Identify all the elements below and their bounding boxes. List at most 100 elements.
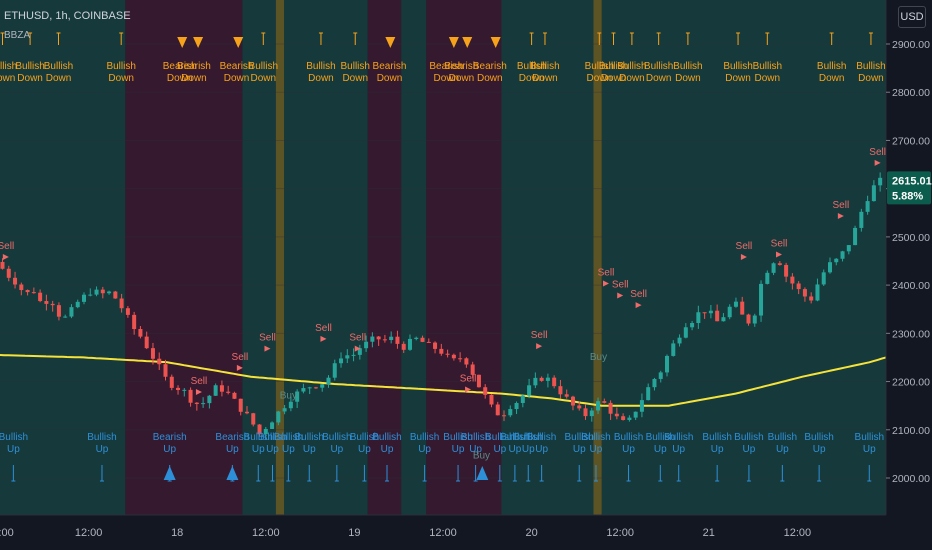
signal-label-bottom: Up xyxy=(672,444,685,455)
candle-body xyxy=(733,301,738,307)
signal-label-bottom: Down xyxy=(17,73,43,84)
zone-bull xyxy=(284,0,368,515)
candle-body xyxy=(527,385,532,396)
candle-body xyxy=(163,364,168,377)
signal-label-bottom: Up xyxy=(573,444,586,455)
signal-label-top: Bullish xyxy=(274,432,303,443)
candle-body xyxy=(771,263,776,273)
signal-label-top: Bullish xyxy=(306,61,335,72)
candle-body xyxy=(708,310,713,314)
candle-body xyxy=(182,389,187,391)
zone-band xyxy=(593,0,602,515)
price-tick-label: 2500.00 xyxy=(892,232,930,244)
signal-label-bottom: Down xyxy=(755,73,781,84)
sell-label: Sell xyxy=(612,280,629,291)
signal-label-top: Bearish xyxy=(163,61,197,72)
candle-body xyxy=(389,336,394,341)
candle-body xyxy=(270,422,275,429)
sell-flag xyxy=(2,253,9,260)
signal-label-top: Bullish xyxy=(410,432,439,443)
candle-body xyxy=(470,364,475,375)
candle-body xyxy=(533,377,538,386)
signal-label-bottom: Down xyxy=(0,73,15,84)
signal-label-bottom: Up xyxy=(711,444,724,455)
candle-body xyxy=(320,384,325,388)
signal-label-top: Bullish xyxy=(322,432,351,443)
signal-label-top: Bullish xyxy=(514,432,543,443)
sell-flag xyxy=(874,159,881,166)
signal-label-top: Bullish xyxy=(258,432,287,443)
chart-title: ETHUSD, 1h, COINBASE xyxy=(4,10,131,22)
candle-body xyxy=(226,391,231,393)
candle-body xyxy=(827,262,832,273)
signal-label-bottom: Down xyxy=(725,73,751,84)
signal-label-bottom: Up xyxy=(622,444,635,455)
signal-label-top: Bullish xyxy=(500,432,529,443)
signal-label-top: Bullish xyxy=(565,432,594,443)
candle-body xyxy=(809,296,814,301)
candle-body xyxy=(727,306,732,318)
signal-label-bottom: Down xyxy=(434,73,460,84)
candle-body xyxy=(445,353,450,355)
bullish-triangle-up xyxy=(226,466,239,480)
time-axis: 00:00 12:00 18 12:00 19 12:00 20 12:00 21 12:00 xyxy=(0,514,886,550)
signal-label-top: Bullish xyxy=(372,432,401,443)
signal-label-top: Bullish xyxy=(723,61,752,72)
candle-body xyxy=(859,211,864,228)
moving-average-line xyxy=(0,354,887,407)
signal-label-bottom: Up xyxy=(776,444,789,455)
candle-body xyxy=(370,336,375,342)
buy-label: Buy xyxy=(473,451,490,462)
signal-label-bottom: Up xyxy=(7,444,20,455)
candle-body xyxy=(784,264,789,277)
currency-button[interactable]: USD xyxy=(898,6,926,28)
signal-label-top: Bullish xyxy=(527,432,556,443)
candle-body xyxy=(821,272,826,285)
candle-body xyxy=(25,290,30,293)
sell-flag xyxy=(465,386,472,393)
signal-label-top: Bullish xyxy=(106,61,135,72)
signal-label-bottom: Up xyxy=(508,444,521,455)
signal-label-top: Bullish xyxy=(599,61,628,72)
signal-label-top: Bullish xyxy=(804,432,833,443)
grid-lines xyxy=(0,43,886,479)
sell-label: Sell xyxy=(736,241,753,252)
time-tick-label: 12:00 xyxy=(606,527,634,539)
signal-label-bottom: Down xyxy=(532,73,558,84)
candle-body xyxy=(263,428,268,435)
candle-body xyxy=(458,358,463,360)
candle-body xyxy=(570,396,575,406)
candle-body xyxy=(652,378,657,388)
candle-body xyxy=(56,305,61,317)
signal-label-top: Bullish xyxy=(0,432,28,443)
candle-body xyxy=(589,410,594,417)
candle-body xyxy=(759,283,764,316)
candle-body xyxy=(583,408,588,417)
candle-body xyxy=(765,272,770,284)
candle-body xyxy=(671,343,676,356)
sell-flag xyxy=(740,253,747,260)
bearish-triangle-down xyxy=(193,37,204,48)
signal-label-bottom: Down xyxy=(619,73,645,84)
candle-body xyxy=(646,387,651,401)
signal-label-top: Bullish xyxy=(856,61,885,72)
candle-body xyxy=(345,355,350,359)
sell-flag xyxy=(354,345,361,352)
candle-body xyxy=(621,416,626,420)
sell-label: Sell xyxy=(869,147,886,158)
bearish-triangle-down xyxy=(385,37,396,48)
candle-body xyxy=(395,336,400,344)
candle-body xyxy=(63,316,68,318)
zone-bull xyxy=(0,0,126,515)
candle-body xyxy=(407,338,412,350)
sell-label: Sell xyxy=(315,323,332,334)
candles xyxy=(0,172,883,440)
candle-body xyxy=(357,348,362,355)
signal-label-bottom: Up xyxy=(813,444,826,455)
candle-body xyxy=(558,386,563,395)
candle-body xyxy=(401,343,406,350)
candle-body xyxy=(301,388,306,392)
candle-body xyxy=(219,385,224,392)
candle-body xyxy=(150,348,155,359)
